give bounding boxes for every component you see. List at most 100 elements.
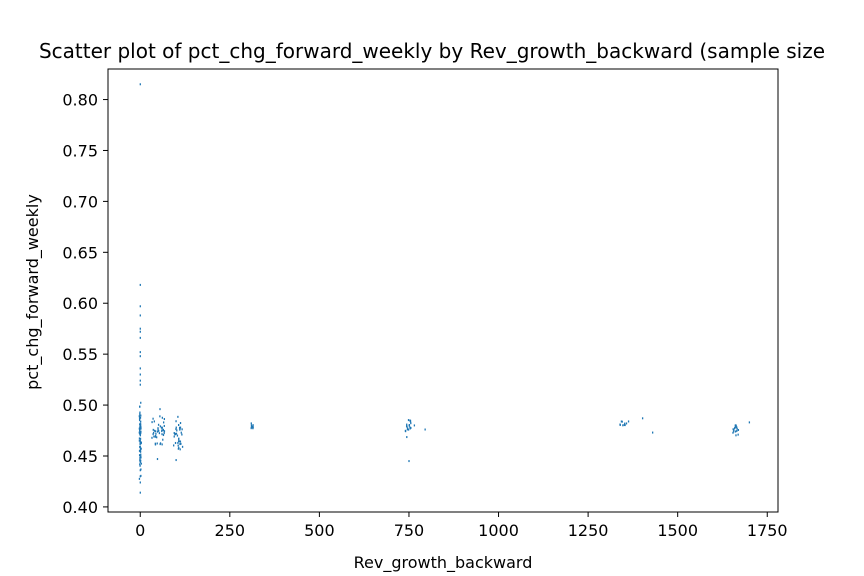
data-point bbox=[163, 418, 166, 421]
data-point bbox=[139, 305, 141, 308]
data-point bbox=[177, 423, 180, 426]
data-point bbox=[154, 435, 156, 438]
data-point bbox=[140, 430, 142, 433]
data-point bbox=[406, 425, 408, 428]
data-point bbox=[161, 429, 163, 432]
y-tick-label: 0.80 bbox=[62, 91, 98, 110]
data-point bbox=[154, 442, 156, 445]
data-point bbox=[408, 424, 410, 427]
data-point bbox=[140, 414, 142, 417]
data-point bbox=[736, 427, 738, 430]
data-point bbox=[159, 425, 162, 428]
data-point bbox=[138, 419, 141, 422]
y-tick-label: 0.65 bbox=[62, 243, 98, 262]
data-point bbox=[140, 423, 142, 426]
data-point bbox=[139, 463, 141, 466]
data-point bbox=[139, 464, 141, 467]
data-point bbox=[139, 383, 141, 386]
data-point bbox=[139, 447, 142, 450]
data-point bbox=[140, 401, 142, 404]
data-point bbox=[151, 421, 153, 424]
data-point bbox=[621, 420, 623, 423]
data-point bbox=[139, 373, 141, 376]
data-point bbox=[410, 422, 412, 425]
data-point bbox=[153, 420, 155, 423]
data-point bbox=[406, 423, 408, 426]
data-point bbox=[140, 459, 142, 462]
data-point bbox=[139, 413, 141, 416]
data-point bbox=[175, 432, 178, 435]
data-point bbox=[161, 443, 163, 446]
data-point bbox=[627, 420, 630, 423]
data-point bbox=[407, 428, 410, 431]
data-point bbox=[138, 431, 140, 434]
data-point bbox=[250, 424, 253, 427]
data-point bbox=[139, 426, 141, 429]
data-point bbox=[155, 432, 157, 435]
data-point bbox=[139, 314, 141, 317]
x-tick-label: 1750 bbox=[747, 521, 788, 540]
data-point bbox=[173, 444, 175, 447]
data-point bbox=[152, 417, 154, 420]
y-tick-label: 0.50 bbox=[62, 396, 98, 415]
data-point bbox=[175, 420, 177, 423]
data-point bbox=[250, 422, 252, 425]
data-point bbox=[139, 481, 141, 484]
data-point bbox=[173, 432, 175, 435]
data-point bbox=[140, 420, 142, 423]
y-tick-label: 0.45 bbox=[62, 447, 98, 466]
x-tick-label: 1250 bbox=[568, 521, 609, 540]
data-point bbox=[180, 442, 182, 445]
data-point bbox=[159, 442, 162, 445]
data-point bbox=[139, 433, 141, 436]
data-point bbox=[140, 462, 142, 465]
data-point bbox=[652, 431, 654, 434]
data-point bbox=[140, 427, 142, 430]
x-axis-ticks: 0 250 500 750 1000 1250 1500 1750 bbox=[135, 512, 788, 540]
data-point bbox=[178, 438, 180, 441]
data-point bbox=[181, 428, 183, 431]
data-point bbox=[179, 440, 181, 443]
data-point bbox=[179, 448, 181, 451]
data-point bbox=[175, 428, 177, 431]
data-point bbox=[139, 379, 141, 382]
data-point bbox=[161, 426, 163, 429]
data-point bbox=[139, 283, 141, 286]
data-point bbox=[624, 422, 626, 425]
x-axis-label: Rev_growth_backward bbox=[354, 553, 533, 573]
data-point bbox=[179, 426, 182, 429]
data-point bbox=[408, 460, 410, 463]
data-point bbox=[174, 441, 177, 444]
data-point bbox=[179, 443, 181, 446]
data-point bbox=[156, 436, 158, 439]
data-point bbox=[156, 442, 158, 445]
data-point bbox=[163, 430, 165, 433]
data-point bbox=[156, 430, 159, 433]
data-point bbox=[139, 355, 141, 358]
data-point bbox=[407, 427, 409, 430]
data-point bbox=[139, 330, 141, 333]
data-point bbox=[163, 424, 165, 427]
data-point bbox=[139, 461, 141, 464]
data-point bbox=[250, 427, 252, 430]
data-point bbox=[734, 430, 737, 433]
data-point bbox=[175, 426, 177, 429]
data-point bbox=[410, 426, 412, 429]
data-point bbox=[139, 424, 141, 427]
data-point bbox=[139, 449, 141, 452]
x-tick-label: 0 bbox=[135, 521, 145, 540]
x-tick-label: 1500 bbox=[657, 521, 698, 540]
data-point bbox=[736, 426, 738, 429]
data-point bbox=[139, 439, 141, 442]
y-axis-label: pct_chg_forward_weekly bbox=[23, 194, 43, 390]
data-point bbox=[173, 435, 175, 438]
y-tick-label: 0.60 bbox=[62, 294, 98, 313]
data-point bbox=[152, 431, 155, 434]
data-point bbox=[138, 427, 141, 430]
y-tick-label: 0.70 bbox=[62, 192, 98, 211]
data-point bbox=[139, 405, 141, 408]
data-point bbox=[748, 421, 751, 424]
data-point bbox=[736, 429, 738, 432]
data-point bbox=[251, 425, 253, 428]
data-point bbox=[732, 428, 734, 431]
